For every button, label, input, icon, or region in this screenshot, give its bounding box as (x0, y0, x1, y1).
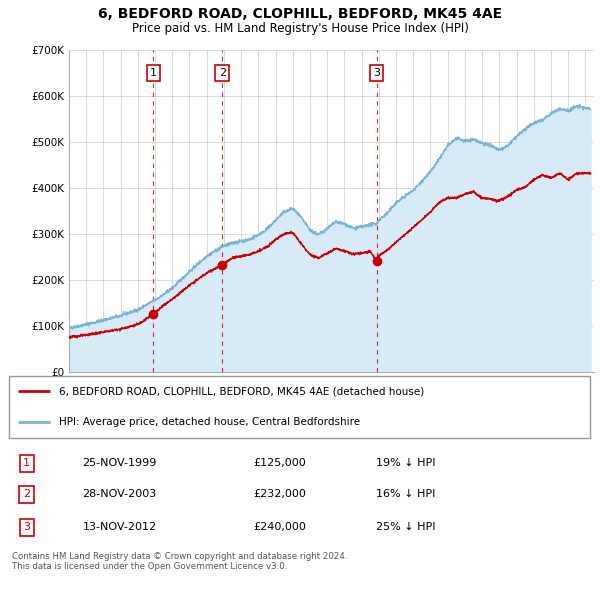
Text: 3: 3 (373, 68, 380, 78)
Text: 25% ↓ HPI: 25% ↓ HPI (376, 522, 436, 532)
Text: £232,000: £232,000 (253, 489, 306, 499)
Text: 6, BEDFORD ROAD, CLOPHILL, BEDFORD, MK45 4AE: 6, BEDFORD ROAD, CLOPHILL, BEDFORD, MK45… (98, 7, 502, 21)
Text: Contains HM Land Registry data © Crown copyright and database right 2024.
This d: Contains HM Land Registry data © Crown c… (12, 552, 347, 571)
Text: 25-NOV-1999: 25-NOV-1999 (82, 458, 157, 468)
Text: £240,000: £240,000 (253, 522, 306, 532)
Text: 13-NOV-2012: 13-NOV-2012 (82, 522, 157, 532)
Text: 19% ↓ HPI: 19% ↓ HPI (376, 458, 436, 468)
Text: Price paid vs. HM Land Registry's House Price Index (HPI): Price paid vs. HM Land Registry's House … (131, 22, 469, 35)
FancyBboxPatch shape (9, 376, 590, 438)
Text: 6, BEDFORD ROAD, CLOPHILL, BEDFORD, MK45 4AE (detached house): 6, BEDFORD ROAD, CLOPHILL, BEDFORD, MK45… (59, 386, 424, 396)
Text: 3: 3 (23, 522, 30, 532)
Text: 1: 1 (150, 68, 157, 78)
Text: 2: 2 (218, 68, 226, 78)
Text: 28-NOV-2003: 28-NOV-2003 (82, 489, 157, 499)
Text: 1: 1 (23, 458, 30, 468)
Text: 16% ↓ HPI: 16% ↓ HPI (376, 489, 436, 499)
Text: HPI: Average price, detached house, Central Bedfordshire: HPI: Average price, detached house, Cent… (59, 417, 360, 427)
Text: £125,000: £125,000 (253, 458, 306, 468)
Text: 2: 2 (23, 489, 30, 499)
